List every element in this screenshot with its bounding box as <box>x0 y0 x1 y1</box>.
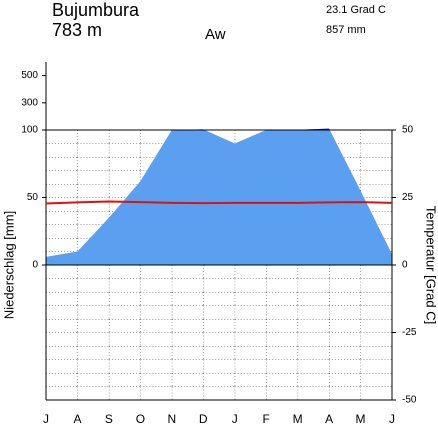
y2-tick-label: -25 <box>402 327 417 338</box>
x-tick-label: J <box>232 412 238 426</box>
x-tick-label: J <box>389 412 395 426</box>
annual-precipitation: 857 mm <box>326 24 366 36</box>
elevation: 783 m <box>52 20 102 40</box>
temperature-line <box>45 200 393 205</box>
x-tick-label: F <box>263 412 270 426</box>
y2-axis-title: Temperatur [Grad C] <box>424 206 438 325</box>
y-tick-label: 50 <box>27 192 39 203</box>
precipitation-area <box>46 128 392 265</box>
climate-class: Aw <box>205 26 226 43</box>
x-tick-label: J <box>43 412 49 426</box>
y-axis-title: Niederschlag [mm] <box>1 211 16 319</box>
x-tick-label: N <box>167 412 176 426</box>
y-tick-label: 300 <box>21 97 38 108</box>
x-tick-label: M <box>293 412 303 426</box>
x-tick-label: A <box>325 412 333 426</box>
y-tick-label: 100 <box>21 125 38 136</box>
x-tick-label: D <box>199 412 208 426</box>
y2-tick-label: -50 <box>402 395 417 406</box>
y2-tick-label: 25 <box>402 192 414 203</box>
annual-temperature: 23.1 Grad C <box>326 4 386 16</box>
chart-title: Bujumbura <box>52 0 140 20</box>
y-tick-label: 0 <box>32 260 38 271</box>
x-tick-label: S <box>105 412 113 426</box>
x-tick-label: O <box>136 412 145 426</box>
y2-tick-label: 50 <box>402 125 414 136</box>
x-tick-label: M <box>356 412 366 426</box>
y-tick-label: 500 <box>21 70 38 81</box>
y2-tick-label: 0 <box>402 260 408 271</box>
x-tick-label: A <box>73 412 81 426</box>
